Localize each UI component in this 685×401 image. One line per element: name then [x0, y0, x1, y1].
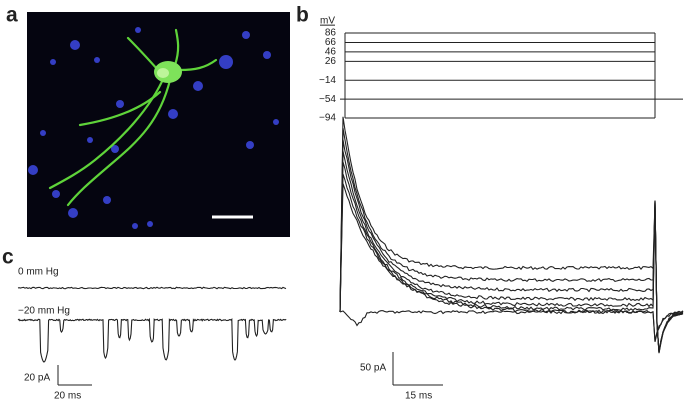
trace-label: 0 mm Hg	[18, 267, 59, 278]
current-trace	[339, 151, 684, 353]
step-label: 46	[325, 47, 337, 58]
step-label: 26	[325, 56, 337, 67]
panel-label: c	[2, 246, 14, 269]
step-label: 66	[325, 37, 337, 48]
panel-label: b	[296, 4, 309, 27]
trace-label: −20 mm Hg	[18, 306, 70, 317]
channel-trace	[17, 317, 287, 363]
current-trace	[339, 309, 684, 343]
current-trace	[339, 128, 684, 352]
current-traces	[339, 116, 684, 354]
scale-label: 20 pA	[24, 373, 50, 384]
current-trace	[339, 161, 684, 353]
current-trace	[339, 139, 684, 353]
step-label: −14	[319, 75, 336, 86]
step-label: −94	[319, 113, 336, 124]
micrograph	[27, 12, 290, 237]
current-trace	[339, 116, 684, 354]
step-label: −54	[319, 94, 336, 105]
scale-label: 50 pA	[360, 363, 386, 374]
channel-traces	[17, 286, 287, 363]
scale-label: 20 ms	[54, 391, 81, 401]
channel-trace	[17, 286, 287, 290]
unit-label: mV	[320, 16, 335, 27]
scale-label: 15 ms	[405, 391, 432, 401]
panel-label: a	[6, 4, 18, 27]
step-label: 86	[325, 28, 337, 39]
